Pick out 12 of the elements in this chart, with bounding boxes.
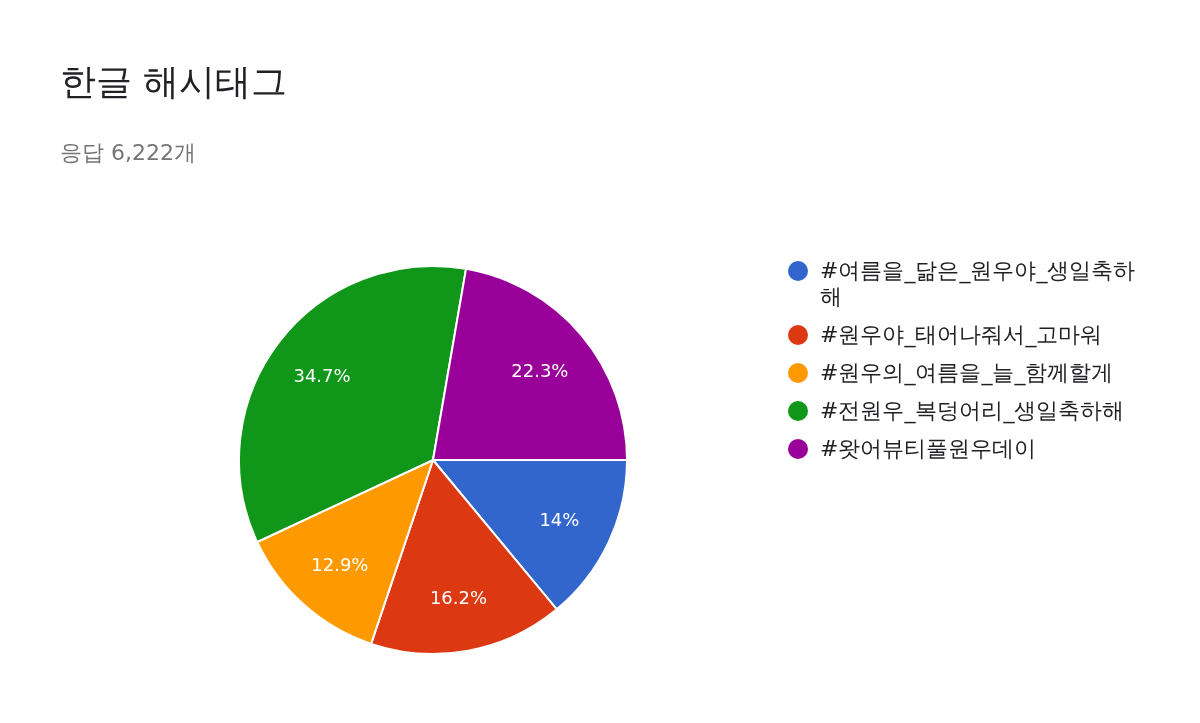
chart-subtitle: 응답 6,222개 bbox=[60, 139, 196, 167]
data-label: 16.2% bbox=[429, 586, 488, 608]
data-label: 12.9% bbox=[311, 553, 369, 575]
legend-label: #원우의_여름을_늘_함께할게 bbox=[820, 360, 1114, 385]
legend-label: #원우야_태어나줘서_고마워 bbox=[820, 322, 1103, 347]
data-label: 22.3% bbox=[511, 359, 569, 381]
data-label: 14% bbox=[539, 508, 580, 530]
chart-title: 한글 해시태그 bbox=[60, 60, 288, 104]
legend-label: #왓어뷰티풀원우데이 bbox=[820, 436, 1037, 461]
legend-label: #전원우_복덩어리_생일축하해 bbox=[820, 398, 1125, 423]
data-label: 34.7% bbox=[293, 364, 351, 386]
legend-label: #여름을_닮은_원우야_생일축하해 bbox=[820, 258, 1136, 309]
